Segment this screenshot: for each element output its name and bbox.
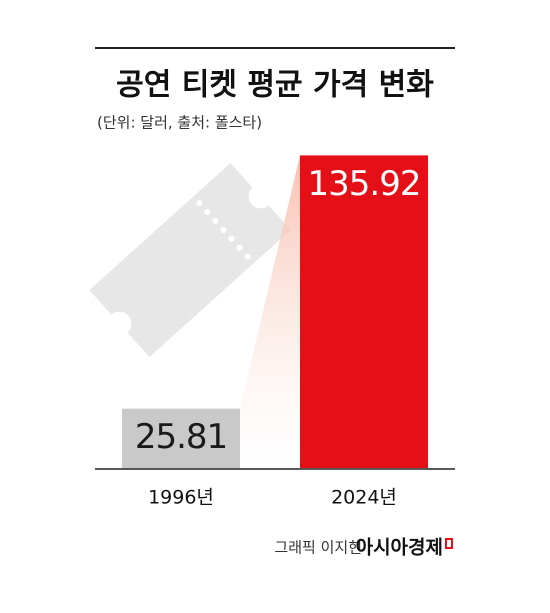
value-label: 135.92 — [308, 164, 421, 204]
ticket-icon — [89, 162, 291, 358]
x-tick-label: 1996년 — [148, 487, 214, 509]
publisher-logo: 아시아경제 — [356, 537, 443, 559]
x-tick-label: 2024년 — [331, 487, 397, 509]
logo-mark — [445, 538, 453, 549]
bar — [122, 408, 240, 468]
chart-title: 공연 티켓 평균 가격 변화 — [116, 68, 434, 103]
value-label: 25.81 — [135, 417, 227, 457]
chart-subtitle: (단위: 달러, 출처: 폴스타) — [97, 114, 262, 132]
trend-cone — [240, 155, 300, 468]
bar — [300, 155, 428, 468]
credit: 그래픽 이지현 — [274, 539, 362, 557]
